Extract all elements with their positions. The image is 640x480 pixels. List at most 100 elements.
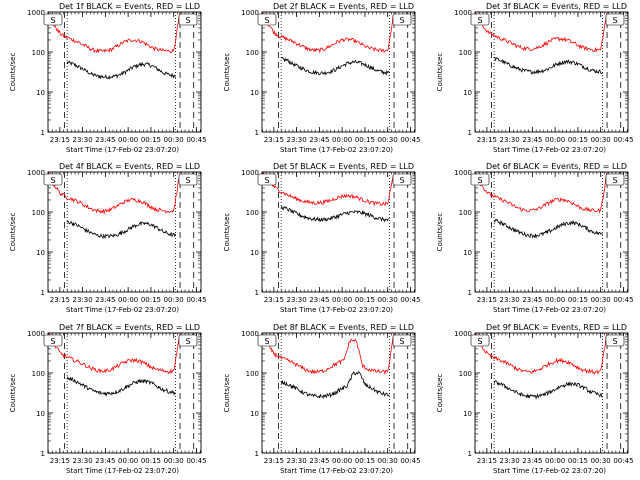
y-tick-label: 100 <box>246 49 259 57</box>
x-tick-label: 23:15 <box>50 457 70 465</box>
corner-badge <box>392 334 412 347</box>
x-tick-label: 23:15 <box>477 457 497 465</box>
x-tick-label: 23:30 <box>73 296 93 304</box>
x-tick-label: 00:15 <box>355 457 375 465</box>
x-tick-label: 00:45 <box>186 136 206 144</box>
y-tick-label: 1 <box>41 450 45 458</box>
y-tick-label: 1 <box>255 289 259 297</box>
x-tick-label: 23:30 <box>500 457 520 465</box>
x-axis-label: Start Time (17-Feb-02 23:07:20) <box>493 467 606 475</box>
y-tick-label: 10 <box>36 89 45 97</box>
y-axis-label: Counts/sec <box>223 53 231 92</box>
y-tick-label: 1 <box>255 450 259 458</box>
corner-badge <box>178 13 198 26</box>
plot-frame <box>474 171 629 293</box>
y-tick-label: 1000 <box>27 169 45 177</box>
y-tick-label: 10 <box>250 89 259 97</box>
chart-panel-6: Det 6f BLACK = Events, RED = LLD Counts/s… <box>436 162 634 314</box>
x-tick-label: 00:15 <box>141 296 161 304</box>
y-tick-label: 10 <box>463 89 472 97</box>
x-tick-label: 23:45 <box>522 457 542 465</box>
series-line-events <box>66 60 176 80</box>
y-axis-label: Counts/sec <box>9 53 17 92</box>
corner-badge <box>178 334 198 347</box>
chart-panel-5: Det 5f BLACK = Events, RED = LLD Counts/s… <box>223 162 421 314</box>
x-tick-label: 23:30 <box>500 296 520 304</box>
x-tick-label: 23:15 <box>50 296 70 304</box>
corner-badge <box>178 173 198 186</box>
x-tick-label: 00:15 <box>568 136 588 144</box>
series-line-lld <box>474 332 608 375</box>
series-line-lld <box>47 332 181 374</box>
x-tick-label: 00:00 <box>118 457 138 465</box>
corner-badge-label: S <box>477 16 482 25</box>
x-tick-label: 00:15 <box>568 457 588 465</box>
corner-badge-label: S <box>264 337 269 346</box>
corner-badge <box>257 173 277 186</box>
corner-badge-label: S <box>612 16 617 25</box>
x-axis-label: Start Time (17-Feb-02 23:07:20) <box>280 306 393 314</box>
chart-title: Det 4f BLACK = Events, RED = LLD <box>59 162 200 171</box>
x-tick-label: 00:00 <box>545 136 565 144</box>
plot-frame <box>47 11 202 133</box>
y-tick-label: 1000 <box>454 9 472 17</box>
y-tick-label: 100 <box>459 49 472 57</box>
y-axis-label: Counts/sec <box>9 374 17 413</box>
series-line-lld <box>261 11 395 54</box>
x-tick-label: 00:30 <box>164 136 184 144</box>
series-line-lld <box>47 171 181 215</box>
plot-frame <box>474 11 629 133</box>
corner-badge <box>43 173 63 186</box>
series-line-events <box>66 220 176 240</box>
corner-badge <box>605 334 625 347</box>
x-axis-label: Start Time (17-Feb-02 23:07:20) <box>493 146 606 154</box>
corner-badge <box>257 13 277 26</box>
corner-badge-label: S <box>264 176 269 185</box>
x-tick-label: 00:45 <box>400 136 420 144</box>
x-tick-label: 00:00 <box>332 136 352 144</box>
plot-frame <box>261 171 416 293</box>
x-tick-label: 23:45 <box>309 136 329 144</box>
y-tick-label: 1000 <box>454 169 472 177</box>
y-tick-label: 10 <box>463 410 472 418</box>
y-tick-label: 10 <box>250 410 259 418</box>
x-tick-label: 00:45 <box>613 296 633 304</box>
x-tick-label: 00:00 <box>118 136 138 144</box>
corner-badge-label: S <box>477 337 482 346</box>
y-tick-label: 100 <box>459 209 472 217</box>
y-tick-label: 1 <box>468 450 472 458</box>
y-tick-label: 1000 <box>27 9 45 17</box>
x-axis-label: Start Time (17-Feb-02 23:07:20) <box>66 146 179 154</box>
x-axis-label: Start Time (17-Feb-02 23:07:20) <box>280 146 393 154</box>
chart-panel-3: Det 3f BLACK = Events, RED = LLD Counts/s… <box>436 2 634 154</box>
corner-badge <box>43 334 63 347</box>
series-line-lld <box>474 171 608 214</box>
x-tick-label: 00:30 <box>378 136 398 144</box>
chart-title: Det 2f BLACK = Events, RED = LLD <box>273 2 414 11</box>
x-tick-label: 00:00 <box>118 296 138 304</box>
y-tick-label: 10 <box>36 410 45 418</box>
chart-panel-8: Det 8f BLACK = Events, RED = LLD Counts/s… <box>223 323 421 475</box>
x-tick-label: 00:45 <box>400 457 420 465</box>
series-line-events <box>493 56 603 75</box>
corner-badge-label: S <box>477 176 482 185</box>
x-tick-label: 00:45 <box>613 457 633 465</box>
series-line-events <box>66 375 176 397</box>
plot-frame <box>47 171 202 293</box>
y-tick-label: 1 <box>255 129 259 137</box>
corner-badge <box>392 173 412 186</box>
corner-badge-label: S <box>399 337 404 346</box>
series-line-events <box>493 380 603 400</box>
x-tick-label: 00:30 <box>164 457 184 465</box>
corner-badge <box>257 334 277 347</box>
corner-badge-label: S <box>185 337 190 346</box>
x-tick-label: 00:15 <box>355 296 375 304</box>
series-line-lld <box>474 11 608 53</box>
x-tick-label: 23:45 <box>95 136 115 144</box>
series-line-lld <box>261 332 395 376</box>
plot-frame <box>261 332 416 454</box>
chart-title: Det 1f BLACK = Events, RED = LLD <box>59 2 200 11</box>
corner-badge <box>470 334 490 347</box>
x-axis-label: Start Time (17-Feb-02 23:07:20) <box>493 306 606 314</box>
